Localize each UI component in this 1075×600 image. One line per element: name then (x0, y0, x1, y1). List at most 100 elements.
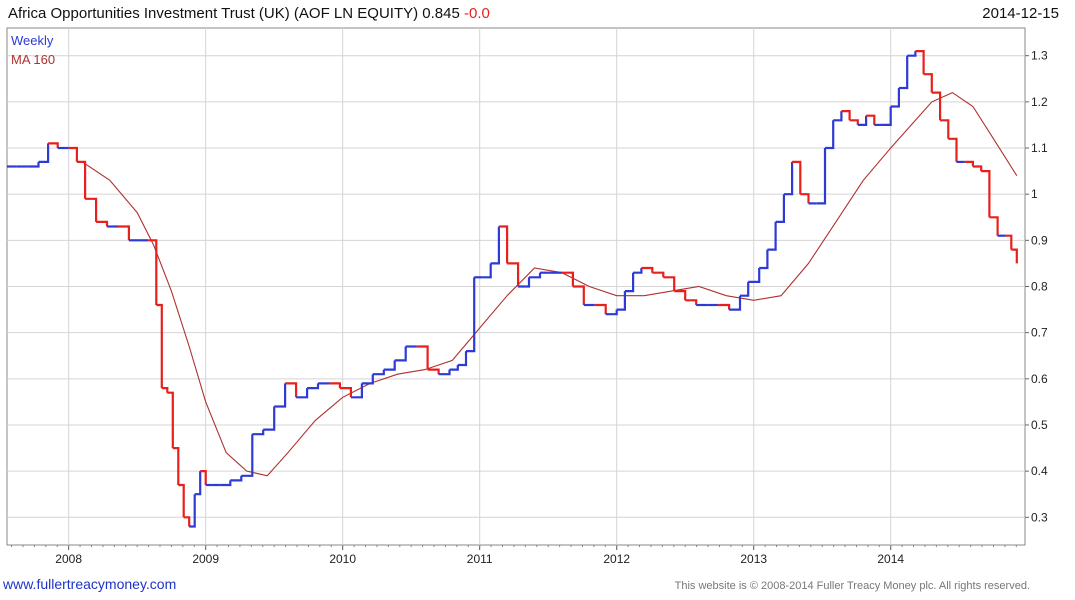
weekly-segment (329, 382, 341, 389)
y-tick-label: 1.2 (1031, 95, 1048, 109)
weekly-segment (394, 346, 407, 362)
title-text: Africa Opportunities Investment Trust (U… (8, 5, 460, 22)
weekly-segment (518, 277, 531, 288)
weekly-segment (907, 51, 917, 57)
weekly-segment (457, 351, 468, 367)
weekly-segment (466, 277, 476, 353)
y-tick-label: 0.8 (1031, 280, 1048, 294)
y-tick-label: 0.3 (1031, 510, 1048, 524)
weekly-segment (923, 73, 933, 93)
weekly-segment (767, 221, 777, 251)
weekly-segment (652, 271, 665, 278)
x-tick-label: 2009 (192, 552, 219, 566)
price-change: -0.0 (463, 5, 490, 22)
weekly-segment (849, 119, 859, 125)
x-tick-label: 2012 (603, 552, 630, 566)
weekly-series-layer (7, 50, 1018, 528)
chart-date: 2014-12-15 (982, 5, 1059, 22)
weekly-segment (241, 434, 254, 477)
grid-lines (7, 28, 1029, 550)
weekly-segment (833, 111, 843, 122)
weekly-segment (350, 383, 363, 399)
weekly-segment (263, 406, 276, 431)
weekly-segment (825, 120, 835, 150)
weekly-segment (449, 365, 459, 371)
weekly-segment (561, 271, 574, 287)
weekly-segment (285, 382, 298, 398)
weekly-segment (482, 263, 492, 279)
y-tick-label: 0.6 (1031, 372, 1048, 386)
weekly-segment (641, 266, 654, 273)
weekly-segment (361, 374, 374, 385)
weekly-segment (841, 110, 851, 121)
weekly-segment (178, 483, 185, 518)
weekly-segment (230, 475, 243, 482)
weekly-segment (816, 148, 827, 205)
weekly-segment (372, 369, 385, 376)
weekly-segment (507, 262, 520, 287)
weekly-segment (68, 146, 78, 162)
legend-ma-160: MA 160 (11, 52, 55, 67)
weekly-segment (189, 494, 196, 528)
weekly-segment (890, 88, 900, 108)
y-tick-label: 0.9 (1031, 233, 1048, 247)
chart-title: Africa Opportunities Investment Trust (U… (8, 5, 490, 22)
weekly-segment (194, 471, 202, 496)
weekly-segment (572, 285, 585, 305)
weekly-segment (85, 197, 98, 222)
weekly-segment (594, 303, 607, 315)
weekly-segment (729, 295, 742, 311)
weekly-segment (981, 170, 991, 218)
weekly-segment (200, 470, 207, 485)
weekly-segment (915, 50, 925, 75)
weekly-segment (1005, 234, 1013, 250)
weekly-segment (1011, 248, 1018, 264)
weekly-segment (296, 388, 309, 399)
weekly-segment (931, 91, 942, 121)
weekly-segment (616, 291, 626, 311)
weekly-segment (339, 387, 352, 398)
weekly-segment (416, 345, 429, 370)
legend-weekly: Weekly (11, 33, 54, 48)
weekly-segment (663, 276, 676, 292)
x-axis-labels: 2008 2009 2010 2011 2012 2013 2014 (55, 552, 904, 566)
weekly-segment (383, 360, 396, 371)
ma-160-line (82, 91, 1018, 477)
weekly-segment (76, 160, 87, 199)
weekly-segment (427, 368, 440, 375)
weekly-segment (38, 143, 50, 163)
weekly-segment (167, 391, 174, 449)
weekly-segment (490, 226, 500, 265)
weekly-segment (96, 220, 109, 227)
footer-website-link[interactable]: www.fullertreacymoney.com (3, 576, 177, 592)
x-tick-label: 2008 (55, 552, 82, 566)
weekly-segment (866, 114, 876, 125)
weekly-segment (633, 268, 643, 274)
weekly-segment (438, 369, 451, 376)
ma-series-layer (82, 91, 1018, 477)
x-tick-label: 2014 (877, 552, 904, 566)
y-axis-labels: 0.3 0.4 0.5 0.6 0.7 0.8 0.9 1 1.1 1.2 1.3 (1031, 49, 1048, 525)
y-tick-label: 0.5 (1031, 418, 1048, 432)
weekly-segment (940, 119, 950, 139)
weekly-segment (685, 299, 698, 305)
weekly-segment (674, 290, 687, 301)
weekly-segment (156, 303, 163, 389)
weekly-segment (27, 161, 40, 168)
weekly-segment (989, 216, 999, 236)
footer-copyright: This website is © 2008-2014 Fuller Treac… (674, 580, 1030, 592)
x-tick-label: 2011 (467, 552, 493, 566)
x-tick-label: 2010 (329, 552, 356, 566)
weekly-segment (48, 142, 59, 148)
x-tick-label: 2013 (740, 552, 767, 566)
y-tick-label: 1 (1031, 187, 1038, 201)
weekly-segment (307, 383, 320, 390)
weekly-segment (274, 383, 287, 408)
weekly-segment (775, 194, 785, 223)
y-tick-label: 0.4 (1031, 464, 1048, 478)
weekly-segment (161, 387, 169, 393)
weekly-segment (948, 137, 958, 162)
weekly-segment (172, 447, 180, 485)
weekly-segment (740, 281, 750, 297)
